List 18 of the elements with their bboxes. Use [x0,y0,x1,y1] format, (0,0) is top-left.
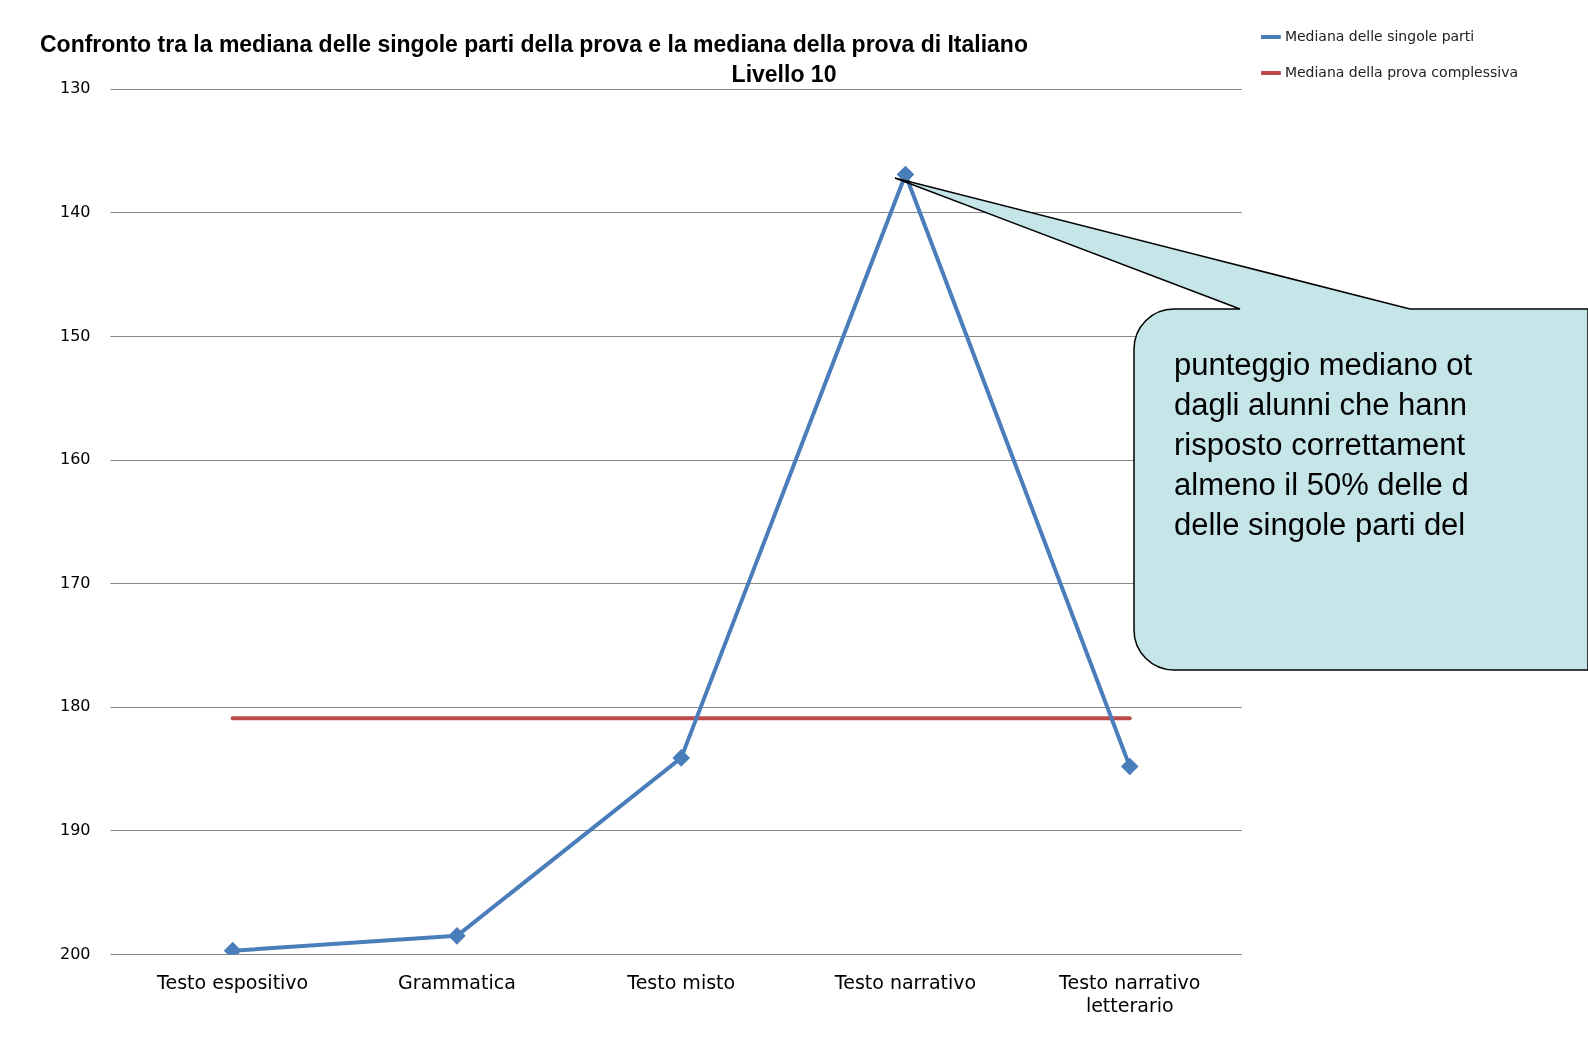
x-tick-label: Grammatica [398,970,516,993]
chart-subtitle: Livello 10 [731,60,837,87]
annotation: punteggio mediano ot dagli alunni che hann risposto correttament almeno il 50% delle d delle singole parti del [1174,346,1473,544]
x-tick-label: Testo misto [626,970,736,993]
x-tick-label: Testo narrativo [833,970,977,993]
y-tick-label: 160 [59,449,91,469]
x-tick-label: Testo narrativo letterario [1058,970,1201,1016]
chart-title: Confronto tra la mediana delle singole parti della prova e la mediana della prova di Italiano [40,31,1028,58]
y-tick-label: 180 [59,696,91,716]
x-tick-label: Testo espositivo [156,970,309,993]
y-tick-label: 190 [59,819,91,839]
legend-label: Mediana della prova complessiva [1284,63,1518,80]
y-tick-label: 150 [59,325,91,345]
y-tick-label: 140 [59,201,91,221]
y-tick-label: 130 [59,78,91,98]
y-tick-label: 200 [59,943,91,963]
legend-label: Mediana delle singole parti [1284,27,1475,44]
y-tick-label: 170 [59,572,91,592]
